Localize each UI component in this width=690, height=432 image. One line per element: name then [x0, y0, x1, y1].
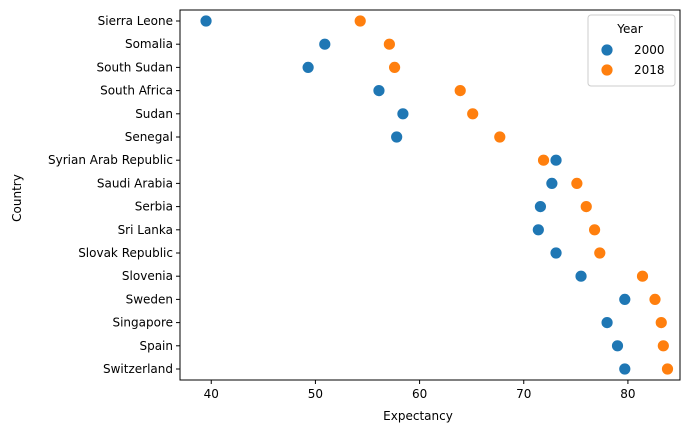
data-point-2000	[549, 153, 563, 167]
x-tick-label: 50	[308, 387, 323, 401]
data-point-2018	[570, 176, 584, 190]
data-point-2018	[636, 269, 649, 283]
y-axis-title: Country	[10, 174, 24, 222]
y-tick-label: South Sudan	[97, 60, 174, 74]
x-tick-label: 60	[412, 387, 427, 401]
x-tick-label: 80	[620, 387, 635, 401]
data-point-2018	[493, 130, 507, 144]
data-point-2000	[549, 246, 563, 260]
y-tick-label: South Africa	[100, 84, 173, 98]
data-point-2000	[396, 107, 410, 121]
data-point-2000	[318, 37, 332, 51]
plot-frame	[179, 9, 681, 381]
data-point-2000	[199, 14, 213, 28]
y-tick-label: Sweden	[126, 292, 173, 306]
data-point-2000	[618, 292, 632, 306]
x-tick-label: 40	[204, 387, 219, 401]
data-point-2018	[661, 362, 674, 376]
data-point-2000	[372, 84, 386, 97]
data-point-2018	[656, 339, 670, 353]
data-point-2018	[453, 84, 467, 97]
data-point-2000	[390, 130, 404, 144]
y-tick-label: Syrian Arab Republic	[48, 153, 173, 167]
y-tick-label: Spain	[139, 339, 173, 353]
x-axis-title: Expectancy	[383, 409, 453, 423]
data-point-2018	[466, 107, 480, 121]
data-point-2000	[545, 176, 559, 190]
y-tick-label: Somalia	[125, 37, 173, 51]
data-point-2000	[301, 61, 315, 74]
y-tick-label: Slovak Republic	[78, 246, 173, 260]
data-point-2000	[574, 269, 588, 283]
y-tick-label: Saudi Arabia	[97, 176, 173, 190]
y-tick-label: Singapore	[112, 316, 173, 330]
data-point-2018	[654, 316, 668, 330]
legend: Year 2000 2018	[587, 14, 676, 87]
legend-label-2000: 2000	[634, 43, 665, 57]
data-point-2018	[382, 37, 396, 51]
legend-marker-2018	[600, 63, 614, 77]
data-point-2000	[611, 339, 624, 353]
y-tick-label: Sri Lanka	[118, 223, 173, 237]
y-tick-label: Senegal	[125, 130, 173, 144]
data-point-2018	[588, 223, 601, 237]
data-point-2018	[648, 292, 662, 306]
data-point-2000	[531, 223, 545, 237]
y-tick-label: Slovenia	[122, 269, 173, 283]
data-point-2018	[388, 61, 401, 74]
data-point-2000	[600, 316, 614, 330]
data-point-2018	[579, 200, 593, 214]
data-point-2000	[534, 200, 547, 214]
data-point-2000	[618, 362, 632, 376]
y-tick-label: Serbia	[135, 200, 173, 214]
axes: 40 50 60 70 80 Sierra Leone Somalia South Sudan…	[48, 9, 681, 401]
data-point-2018	[593, 246, 607, 260]
y-tick-label: Sudan	[135, 107, 173, 121]
y-tick-label: Sierra Leone	[98, 14, 173, 28]
legend-label-2018: 2018	[634, 63, 665, 77]
x-tick-label: 70	[516, 387, 531, 401]
data-point-2018	[353, 14, 367, 28]
plot-area	[199, 14, 674, 376]
y-tick-label: Switzerland	[103, 362, 173, 376]
legend-marker-2000	[600, 43, 614, 57]
data-point-2018	[537, 153, 550, 167]
legend-title: Year	[616, 22, 642, 36]
